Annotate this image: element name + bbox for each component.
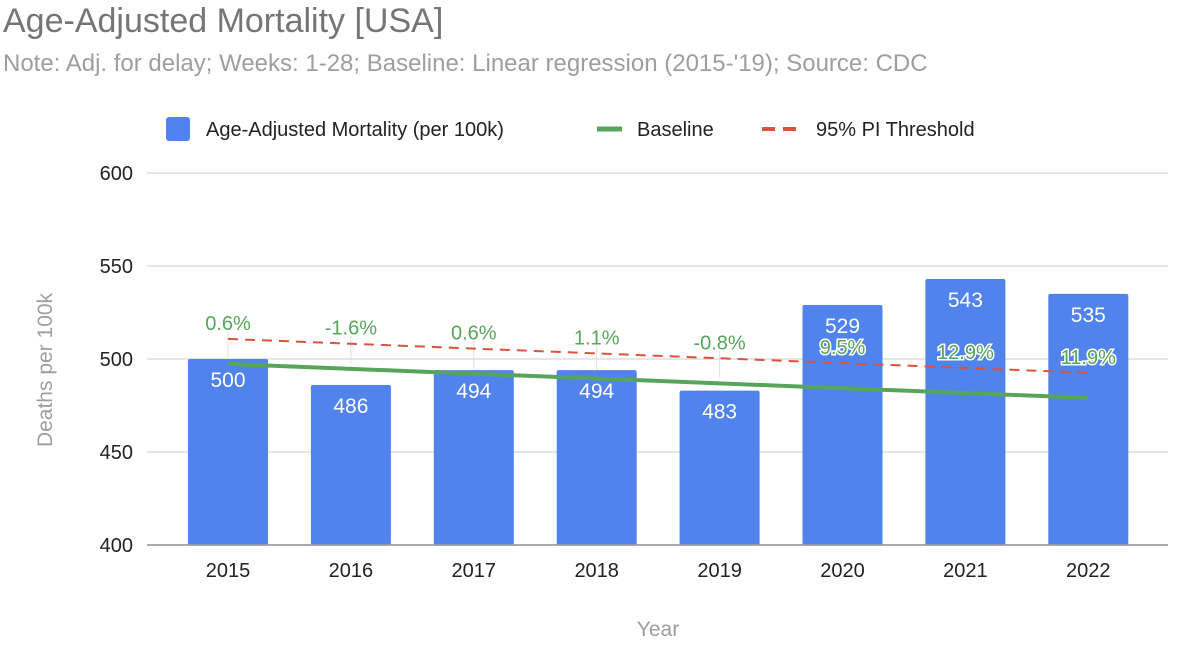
bar-value-label: 486 <box>333 395 368 418</box>
chart-title: Age-Adjusted Mortality [USA] <box>3 2 444 40</box>
y-tick-label: 500 <box>100 349 133 371</box>
pct-annotation: -1.6% <box>325 318 377 340</box>
pct-annotation: -0.8% <box>693 332 745 354</box>
bar-value-label: 535 <box>1071 304 1106 327</box>
bar-value-label: 529 <box>825 315 860 338</box>
x-tick-label: 2020 <box>820 560 865 582</box>
x-tick-label: 2022 <box>1066 560 1111 582</box>
x-tick-label: 2017 <box>452 560 497 582</box>
y-tick-label: 450 <box>100 442 133 464</box>
legend-label: Baseline <box>637 119 714 141</box>
bar-2020 <box>802 305 883 545</box>
pct-annotation: 0.6% <box>451 323 497 345</box>
bar-value-label: 483 <box>702 401 737 424</box>
bar-value-label: 494 <box>579 380 614 403</box>
x-axis-title: Year <box>637 618 679 641</box>
x-tick-label: 2015 <box>206 560 251 582</box>
y-axis-title: Deaths per 100k <box>34 292 57 447</box>
bar-2022 <box>1048 293 1129 545</box>
x-tick-label: 2019 <box>697 560 742 582</box>
bar-2015 <box>188 359 268 545</box>
bar-2016 <box>310 385 391 545</box>
legend-label: 95% PI Threshold <box>816 119 975 141</box>
bar-2019 <box>679 390 760 545</box>
bar-2017 <box>433 370 514 545</box>
pct-annotation: 1.1% <box>574 327 620 349</box>
pct-annotation: 12.9% <box>937 342 994 364</box>
threshold-line <box>227 337 1089 374</box>
bar-value-label: 500 <box>210 369 245 392</box>
bar-value-label: 543 <box>948 289 983 312</box>
legend-bar-swatch <box>166 117 190 141</box>
bar-value-label: 494 <box>456 380 491 403</box>
y-tick-label: 600 <box>100 163 133 185</box>
y-tick-label: 550 <box>100 256 133 278</box>
chart-subtitle: Note: Adj. for delay; Weeks: 1-28; Basel… <box>3 50 928 77</box>
x-tick-label: 2016 <box>329 560 374 582</box>
bar-2021 <box>925 279 1006 545</box>
legend-label: Age-Adjusted Mortality (per 100k) <box>206 119 504 141</box>
y-tick-label: 400 <box>100 535 133 557</box>
baseline-line <box>227 362 1089 400</box>
pct-annotation: 0.6% <box>205 313 251 335</box>
x-tick-label: 2018 <box>574 560 619 582</box>
pct-annotation: 9.5% <box>820 337 866 359</box>
x-tick-label: 2021 <box>943 560 988 582</box>
pct-annotation: 11.9% <box>1061 347 1116 369</box>
bar-2018 <box>556 370 637 545</box>
